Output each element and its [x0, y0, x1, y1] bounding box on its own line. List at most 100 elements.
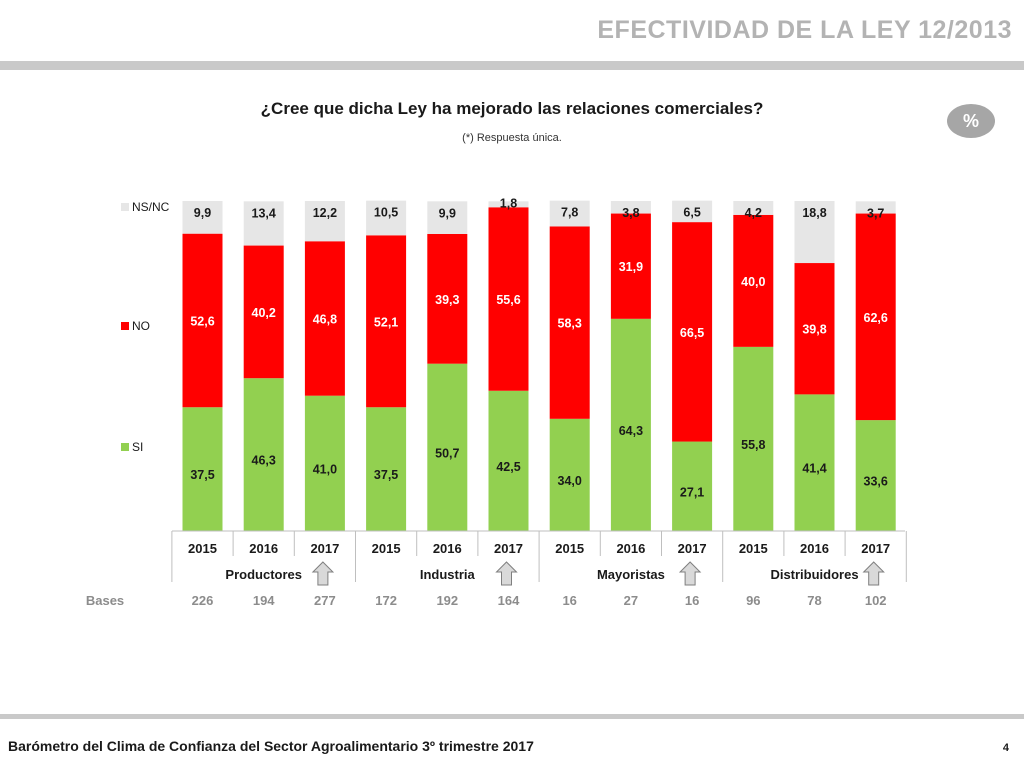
bar-nsnc-0	[182, 201, 223, 234]
bar-no-6	[549, 226, 590, 419]
bar-si-7	[610, 318, 651, 531]
value-label-si-5: 42,5	[496, 460, 520, 474]
value-label-no-5: 55,6	[496, 293, 520, 307]
base-value-5: 164	[498, 593, 520, 608]
bar-si-5	[488, 390, 529, 531]
value-label-nsnc-2: 12,2	[313, 206, 337, 220]
x-tick-label-0: 2015	[188, 541, 217, 556]
value-label-nsnc-5: 1,8	[500, 196, 517, 210]
x-tick-label-7: 2016	[616, 541, 645, 556]
x-tick-label-1: 2016	[249, 541, 278, 556]
base-value-11: 102	[865, 593, 887, 608]
legend-label-nsnc: NS/NC	[132, 200, 170, 214]
base-value-9: 96	[746, 593, 760, 608]
up-arrow-icon	[311, 561, 335, 586]
legend-label-no: NO	[132, 319, 150, 333]
x-tick-label-10: 2016	[800, 541, 829, 556]
value-label-nsnc-6: 7,8	[561, 206, 578, 220]
value-label-nsnc-9: 4,2	[745, 206, 762, 220]
value-label-no-3: 52,1	[374, 315, 398, 329]
x-tick-label-11: 2017	[861, 541, 890, 556]
bar-no-10	[794, 263, 835, 395]
value-label-si-8: 27,1	[680, 485, 704, 499]
group-label-2: Mayoristas	[597, 567, 665, 582]
up-arrow-icon	[678, 561, 702, 586]
x-tick-label-9: 2015	[739, 541, 768, 556]
value-label-nsnc-3: 10,5	[374, 206, 398, 220]
bar-nsnc-10	[794, 201, 835, 264]
value-label-si-7: 64,3	[619, 424, 643, 438]
value-label-no-0: 52,6	[190, 314, 214, 328]
group-label-0: Productores	[225, 567, 302, 582]
up-arrow-icon	[495, 561, 518, 586]
page-number: 4	[1002, 742, 1009, 754]
bar-no-5	[488, 207, 529, 391]
value-label-si-11: 33,6	[864, 475, 888, 489]
footer-text: Barómetro del Clima de Confianza del Sec…	[8, 738, 534, 754]
value-label-no-6: 58,3	[558, 317, 582, 331]
bar-si-0	[182, 407, 223, 531]
value-label-no-8: 66,5	[680, 326, 704, 340]
value-label-no-2: 46,8	[313, 312, 337, 326]
value-label-nsnc-4: 9,9	[439, 206, 456, 220]
group-label-3: Distribuidores	[770, 567, 858, 582]
base-value-2: 277	[314, 593, 336, 608]
bar-nsnc-4	[427, 201, 468, 234]
legend-swatch-si	[121, 443, 129, 451]
value-label-si-4: 50,7	[435, 446, 459, 460]
bar-nsnc-8	[672, 200, 713, 223]
value-label-no-4: 39,3	[435, 293, 459, 307]
value-label-no-7: 31,9	[619, 260, 643, 274]
x-tick-label-4: 2016	[433, 541, 462, 556]
value-label-nsnc-10: 18,8	[802, 206, 826, 220]
chart-subtitle: (*) Respuesta única.	[462, 132, 562, 144]
bar-no-1	[243, 245, 284, 379]
value-label-si-9: 55,8	[741, 438, 765, 452]
x-tick-label-3: 2015	[372, 541, 401, 556]
x-tick-label-6: 2015	[555, 541, 584, 556]
legend-swatch-no	[121, 322, 129, 330]
value-label-si-10: 41,4	[802, 462, 826, 476]
x-tick-label-2: 2017	[310, 541, 339, 556]
bar-si-11	[855, 420, 896, 531]
value-label-no-9: 40,0	[741, 275, 765, 289]
bar-no-7	[610, 213, 651, 319]
bar-no-11	[855, 213, 896, 421]
bar-nsnc-6	[549, 200, 590, 227]
value-label-nsnc-0: 9,9	[194, 206, 211, 220]
base-value-6: 16	[562, 593, 576, 608]
base-value-8: 16	[685, 593, 699, 608]
bar-no-3	[366, 235, 407, 408]
bar-si-1	[243, 378, 284, 531]
value-label-no-1: 40,2	[252, 306, 276, 320]
x-tick-label-5: 2017	[494, 541, 523, 556]
bar-nsnc-11	[855, 201, 896, 214]
value-label-si-6: 34,0	[558, 474, 582, 488]
x-tick-label-8: 2017	[678, 541, 707, 556]
base-value-4: 192	[436, 593, 458, 608]
page-title: EFECTIVIDAD DE LA LEY 12/2013	[597, 16, 1012, 44]
bar-nsnc-2	[304, 201, 345, 242]
base-value-10: 78	[807, 593, 821, 608]
base-value-1: 194	[253, 593, 275, 608]
bar-no-8	[672, 222, 713, 442]
bar-no-4	[427, 234, 468, 364]
base-value-0: 226	[192, 593, 214, 608]
base-value-7: 27	[624, 593, 638, 608]
value-label-no-10: 39,8	[802, 323, 826, 337]
header-divider	[0, 61, 1024, 70]
bar-nsnc-7	[610, 201, 651, 214]
value-label-si-1: 46,3	[252, 454, 276, 468]
legend-swatch-nsnc	[121, 203, 129, 211]
value-label-no-11: 62,6	[864, 311, 888, 325]
legend-label-si: SI	[132, 440, 143, 454]
bar-no-9	[733, 214, 774, 347]
value-label-nsnc-1: 13,4	[252, 206, 276, 220]
value-label-si-0: 37,5	[190, 468, 214, 482]
bar-si-6	[549, 418, 590, 531]
base-value-3: 172	[375, 593, 397, 608]
bar-no-0	[182, 233, 223, 408]
bar-si-8	[672, 441, 713, 531]
bar-nsnc-1	[243, 201, 284, 246]
value-label-si-3: 37,5	[374, 468, 398, 482]
